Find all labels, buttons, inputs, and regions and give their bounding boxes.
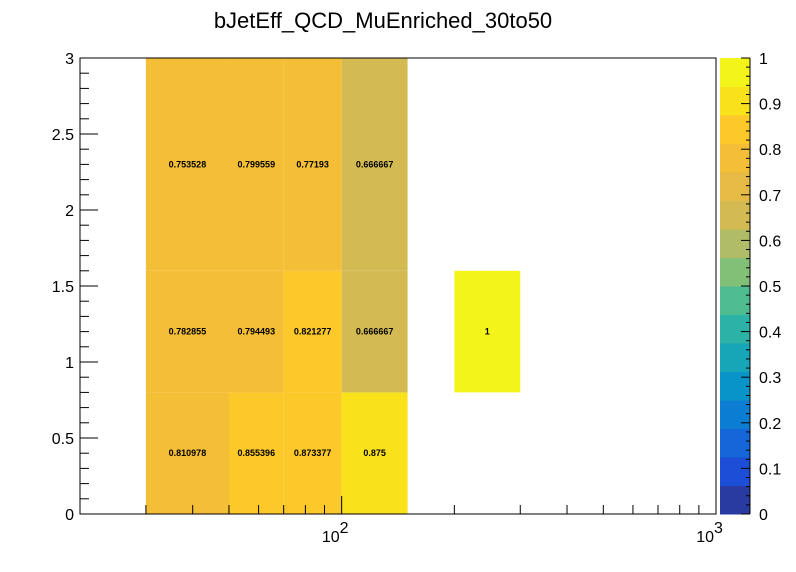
heatmap-cell [454,270,521,393]
y-axis: 0 0.5 1 1.5 2 2.5 3 [52,51,98,524]
y-tick-label: 0 [65,507,74,524]
colorbar-swatch [720,86,750,116]
colorbar-swatch [720,286,750,315]
heatmap-cell-labels: 0.810978 0.855396 0.873377 0.875 0.782855 0.7… [169,159,490,458]
heatmap-cell [341,270,408,393]
colorbar-tick-label: 0.6 [759,233,781,250]
heatmap-cell [145,392,229,514]
chart-title: bJetEff_QCD_MuEnriched_30to50 [214,8,552,33]
cell-value-label: 0.810978 [169,448,207,458]
y-tick-label: 3 [65,51,74,68]
colorbar-swatch [720,371,750,401]
colorbar-tick-label: 0.9 [759,97,781,114]
cell-value-label: 0.875 [363,448,386,458]
cell-value-label: 1 [485,327,490,337]
colorbar-swatch [720,343,750,372]
colorbar-swatch [720,172,750,201]
heatmap-cell [228,58,284,271]
colorbar-tick-label: 0.8 [759,142,781,159]
cell-value-label: 0.873377 [294,448,332,458]
heatmap-cell [145,270,229,393]
heatmap-cell [228,270,284,393]
colorbar-tick-label: 0.7 [759,188,781,205]
cell-value-label: 0.821277 [294,327,332,337]
cell-value-label: 0.666667 [356,159,394,169]
heatmap-cell [283,270,342,393]
cell-value-label: 0.782855 [169,327,207,337]
colorbar-swatch [720,457,750,486]
cell-value-label: 0.753528 [169,159,207,169]
heatmap-cell [283,58,342,271]
colorbar-swatch [720,143,750,173]
colorbar-tick-label: 0.5 [759,279,781,296]
colorbar-tick-label: 0.2 [759,416,781,433]
cell-value-label: 0.855396 [238,448,276,458]
cell-value-label: 0.77193 [296,159,329,169]
heatmap-cell [341,392,408,514]
colorbar-tick-label: 0 [759,507,768,524]
colorbar-swatch [720,115,750,144]
cell-value-label: 0.799559 [238,159,276,169]
x-tick-exponent: 2 [340,520,349,537]
colorbar: 0 0.1 0.2 0.3 0.4 0.5 0.6 0.7 0.8 0.9 1 [720,51,781,524]
y-tick-label: 2 [65,203,74,220]
colorbar-swatch [720,229,750,258]
cell-value-label: 0.794493 [238,327,276,337]
heatmap-cells [145,58,521,514]
colorbar-swatch [720,200,750,230]
x-tick-exponent: 3 [714,520,723,537]
colorbar-swatch [720,314,750,344]
colorbar-tick-label: 0.4 [759,325,781,342]
y-tick-label: 1.5 [52,279,74,296]
colorbar-swatch [720,257,750,287]
colorbar-swatch [720,400,750,429]
y-tick-label: 1 [65,355,74,372]
x-tick-label: 10 [696,529,714,546]
heatmap-cell [228,392,284,514]
colorbar-swatch [720,485,750,515]
colorbar-tick-label: 1 [759,51,768,68]
cell-value-label: 0.666667 [356,327,394,337]
heatmap-cell [145,58,229,271]
heatmap-cell [341,58,408,271]
y-tick-label: 2.5 [52,127,74,144]
heatmap-cell [283,392,342,514]
colorbar-swatch [720,58,750,87]
y-tick-label: 0.5 [52,431,74,448]
colorbar-tick-label: 0.1 [759,461,781,478]
colorbar-tick-label: 0.3 [759,370,781,387]
colorbar-swatch [720,428,750,458]
x-tick-label: 10 [322,529,340,546]
